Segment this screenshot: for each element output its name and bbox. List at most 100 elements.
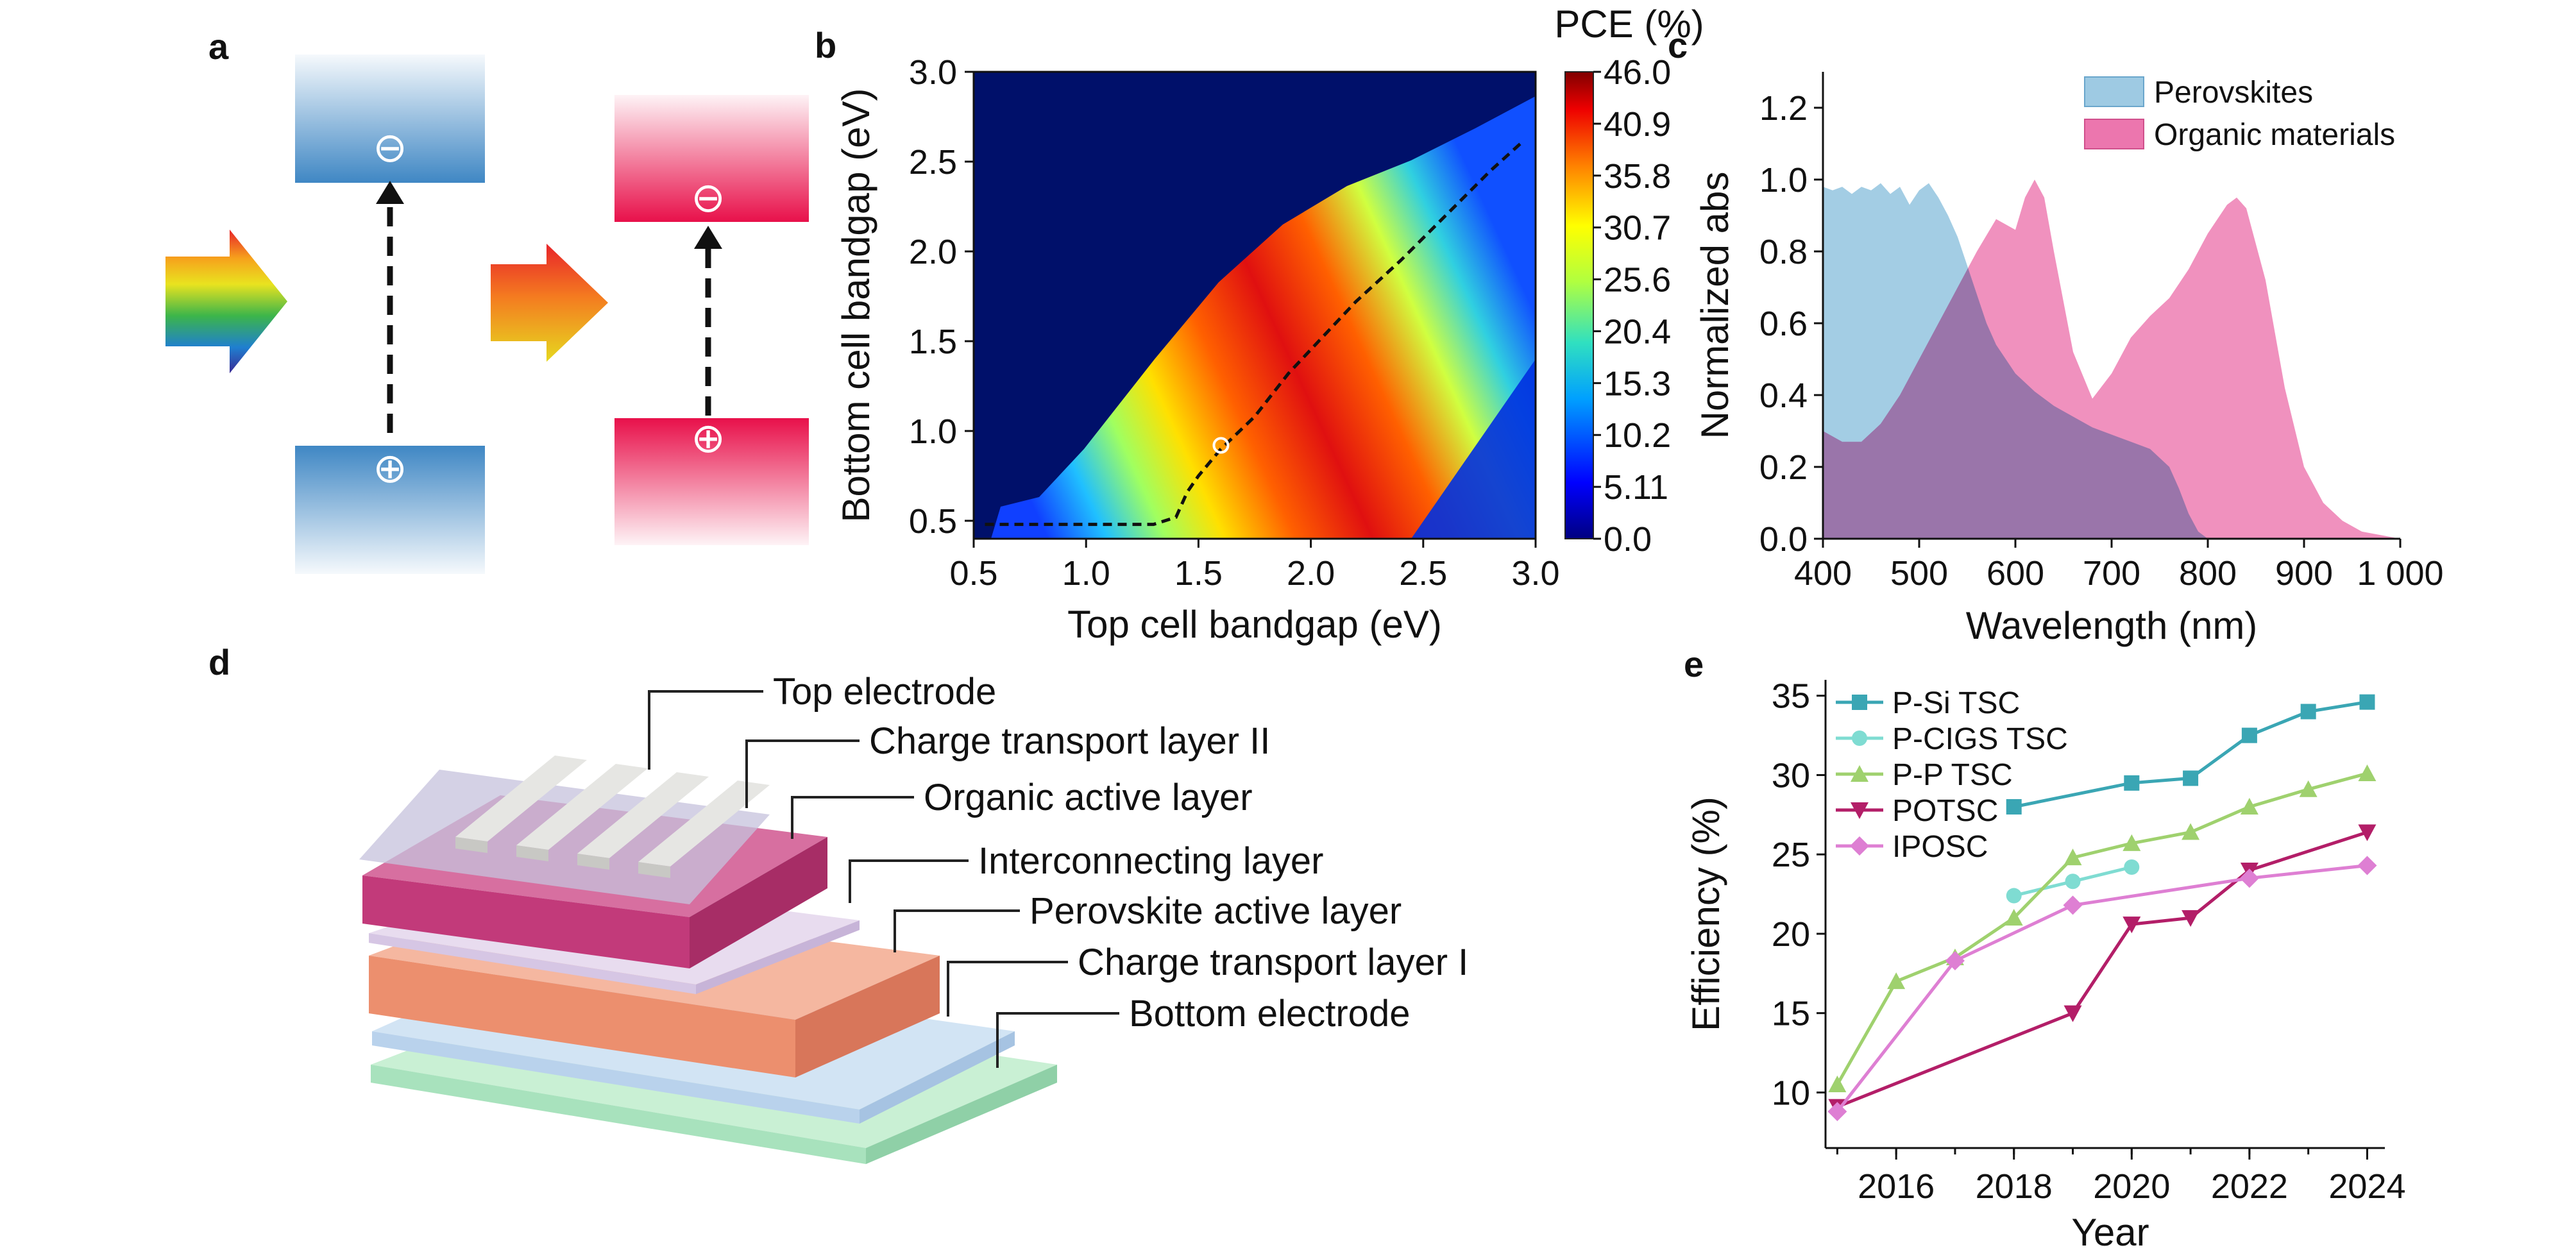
series-line-p-si-tsc	[2013, 700, 2368, 809]
data-point-p-cigs-tsc	[2124, 859, 2140, 875]
b-y-tick-label: 1.5	[909, 323, 957, 361]
e-x-tick-label: 2018	[1976, 1167, 2053, 1206]
c-y-tick-label: 0.0	[1759, 520, 1808, 559]
legend-marker-iposc	[1850, 836, 1869, 856]
legend-label-organic: Organic materials	[2154, 118, 2395, 152]
layer-label-perovskite-active: Perovskite active layer	[1030, 890, 1402, 932]
colorbar-tick-label: 5.11	[1604, 468, 1668, 507]
c-y-tick-label: 0.4	[1759, 376, 1808, 415]
electron-symbol-organic: ⊖	[691, 174, 725, 221]
colorbar-tick-label: 20.4	[1604, 312, 1671, 351]
panel-b: b 0.5 1.0 1.5 2.0 2.5 3.0 0.5 1.0 1.5 2.0 2.5 3.0 T…	[815, 3, 1704, 646]
data-point-p-si-tsc	[2124, 775, 2140, 791]
series-line-potsc	[1836, 831, 2368, 1109]
e-y-tick-label: 35	[1772, 677, 1810, 716]
e-x-tick-label: 2022	[2211, 1167, 2288, 1206]
hole-symbol-organic: ⊕	[691, 415, 725, 461]
series-line-p-p-tsc	[1836, 772, 2368, 1086]
e-y-tick-label: 25	[1772, 836, 1810, 874]
colorbar-tick-label: 30.7	[1604, 209, 1671, 248]
colorbar	[1564, 71, 1594, 539]
e-y-tick-label: 30	[1772, 756, 1810, 795]
legend-label-potsc: POTSC	[1892, 794, 1998, 828]
e-x-tick-label: 2020	[2093, 1167, 2170, 1206]
c-x-tick-label: 900	[2275, 554, 2333, 593]
data-point-p-p-tsc	[2299, 780, 2318, 797]
c-x-tick-label: 500	[1890, 554, 1948, 593]
data-point-potsc	[2123, 916, 2141, 934]
callout-lines	[648, 690, 1119, 1068]
panel-a: a ⊖ ⊕ ⊖ ⊕	[165, 26, 809, 574]
c-y-tick-label: 0.8	[1759, 233, 1808, 271]
legend-label-iposc: IPOSC	[1892, 830, 1988, 864]
perovskite-homo-band	[295, 446, 485, 574]
b-x-tick-label: 2.5	[1399, 554, 1447, 593]
c-x-tick-label: 800	[2179, 554, 2237, 593]
colorbar-tick-label: 35.8	[1604, 157, 1671, 196]
c-y-axis-label: Normalized abs	[1693, 172, 1736, 439]
data-point-p-si-tsc	[2006, 798, 2022, 815]
data-point-p-p-tsc	[2182, 823, 2200, 840]
c-y-tick-label: 1.2	[1759, 89, 1808, 128]
heatmap-low-region	[1411, 359, 1536, 539]
layer-label-organic-active: Organic active layer	[924, 777, 1253, 818]
data-point-p-p-tsc	[2240, 797, 2258, 815]
data-point-p-p-tsc	[2063, 849, 2082, 866]
long-wavelength-light-arrow	[491, 244, 608, 362]
c-y-tick-label: 0.6	[1759, 305, 1808, 343]
b-x-tick-label: 2.0	[1287, 554, 1335, 593]
panel-label-b: b	[815, 25, 836, 65]
heatmap-frame	[972, 71, 1537, 540]
b-y-axis-label: Bottom cell bandgap (eV)	[835, 88, 877, 522]
hole-symbol-perovskite: ⊕	[373, 445, 407, 491]
data-point-iposc	[1945, 951, 1965, 970]
colorbar-tick-label: 46.0	[1604, 53, 1671, 92]
data-point-p-si-tsc	[2300, 704, 2316, 720]
organic-homo-band	[614, 418, 809, 545]
e-x-axis-label: Year	[2071, 1211, 2149, 1250]
e-y-axis-label: Efficiency (%)	[1684, 797, 1727, 1031]
b-y-tick-label: 1.0	[909, 412, 957, 451]
data-point-p-si-tsc	[2241, 727, 2257, 743]
data-point-potsc	[2358, 824, 2377, 841]
electron-symbol-perovskite: ⊖	[373, 124, 407, 171]
broadband-light-arrow	[165, 230, 287, 373]
colorbar-tick-label: 15.3	[1604, 364, 1671, 403]
data-point-potsc	[2182, 910, 2200, 927]
data-point-potsc	[2063, 1005, 2082, 1022]
e-y-tick-label: 10	[1772, 1074, 1810, 1112]
e-y-tick-label: 20	[1772, 915, 1810, 954]
layer-label-interconnecting: Interconnecting layer	[978, 840, 1323, 882]
data-point-iposc	[2239, 868, 2259, 888]
legend-swatch-organic	[2084, 119, 2144, 149]
organic-lumo-band	[614, 95, 809, 222]
layer-label-charge-transport-1: Charge transport layer I	[1078, 942, 1468, 983]
data-point-p-si-tsc	[2359, 694, 2375, 710]
e-x-tick-label: 2016	[1858, 1167, 1935, 1206]
heatmap-efficiency-band	[991, 96, 1536, 539]
panel-label-c: c	[1668, 25, 1688, 65]
data-point-p-p-tsc	[1887, 972, 1906, 990]
b-y-tick-label: 2.5	[909, 143, 957, 182]
panel-label-d: d	[208, 642, 230, 682]
colorbar-tick-label: 40.9	[1604, 105, 1671, 144]
legend-label-perovskites: Perovskites	[2154, 76, 2313, 110]
optimum-point-marker	[1212, 437, 1230, 454]
e-y-tick-label: 15	[1772, 995, 1810, 1033]
b-y-tick-label: 2.0	[909, 233, 957, 271]
legend-marker-p-cigs-tsc	[1852, 731, 1867, 746]
data-point-p-p-tsc	[2123, 834, 2141, 851]
colorbar-tick-label: 10.2	[1604, 416, 1671, 455]
c-x-tick-label: 1 000	[2357, 554, 2443, 593]
area-organic-materials	[1823, 180, 2400, 539]
data-point-p-cigs-tsc	[2065, 874, 2081, 890]
legend-label-p-cigs-tsc: P-CIGS TSC	[1892, 722, 2068, 756]
b-x-tick-label: 0.5	[949, 554, 997, 593]
colorbar-title: PCE (%)	[1554, 3, 1704, 46]
colorbar-tick-label: 0.0	[1604, 520, 1652, 559]
c-x-tick-label: 400	[1794, 554, 1852, 593]
data-point-p-p-tsc	[1828, 1076, 1847, 1093]
data-point-p-p-tsc	[2004, 909, 2023, 926]
c-y-tick-label: 0.2	[1759, 448, 1808, 487]
layer-label-bottom-electrode: Bottom electrode	[1129, 993, 1410, 1035]
